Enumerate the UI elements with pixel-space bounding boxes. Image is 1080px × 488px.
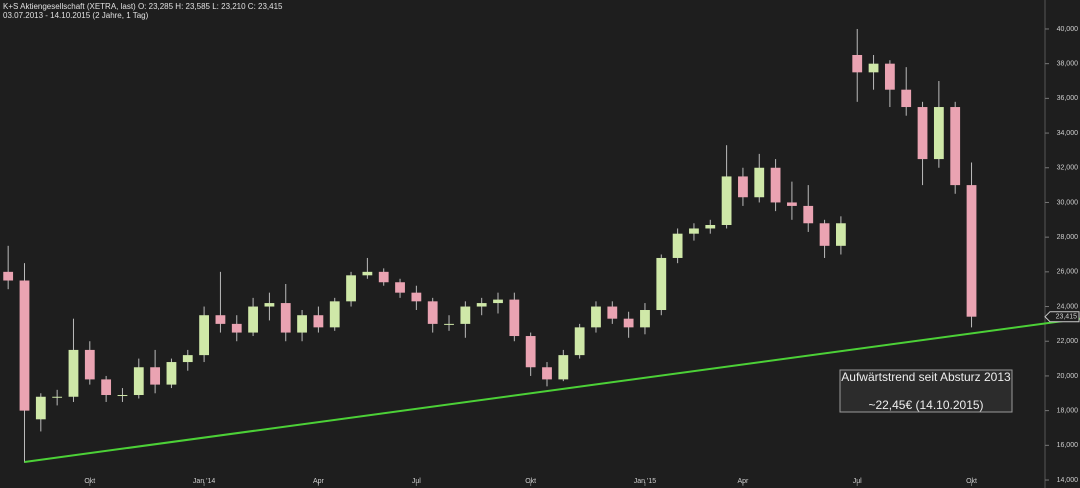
annotation: ~22,45€ (14.10.2015) — [868, 398, 983, 412]
candle-body — [150, 367, 161, 385]
candle-body — [199, 315, 209, 356]
candle-body — [248, 306, 258, 333]
candle-body — [52, 396, 63, 398]
candle-body — [395, 282, 405, 293]
candle-body — [509, 299, 520, 337]
chart-title: K+S Aktiengesellschaft (XETRA, last) O: … — [3, 2, 283, 11]
price-tag — [1044, 311, 1080, 323]
candle-body — [542, 367, 552, 380]
candle-body — [950, 107, 961, 186]
candle-body — [427, 301, 438, 324]
y-tick-label: 22,000 — [1057, 338, 1079, 345]
y-tick-label: 30,000 — [1057, 199, 1079, 206]
candle-body — [705, 225, 716, 229]
candle-body — [444, 323, 454, 325]
candle-body — [689, 228, 699, 234]
candle-body — [672, 233, 683, 258]
candle-body — [868, 63, 879, 73]
candle-body — [819, 223, 830, 246]
x-tick-label: Jul — [412, 478, 421, 485]
candle-body — [231, 323, 242, 333]
candle-body — [329, 301, 340, 328]
candle-body — [182, 355, 193, 363]
y-tick-label: 38,000 — [1057, 61, 1079, 68]
candle-body — [721, 176, 732, 226]
candle-body — [591, 306, 601, 328]
annotation: Aufwärtstrend seit Absturz 2013 — [841, 370, 1011, 384]
candle-body — [297, 315, 307, 333]
x-tick-label: Apr — [737, 478, 749, 485]
x-tick-label: Okt — [525, 478, 536, 485]
candle-body — [966, 185, 977, 317]
x-tick-label: Jul — [853, 478, 862, 485]
candle-body — [787, 202, 797, 206]
candle-body — [574, 327, 585, 356]
candle-body — [68, 349, 79, 397]
candle-body — [346, 275, 356, 302]
candle-body — [264, 303, 275, 307]
candle-body — [362, 271, 373, 276]
chart-subtitle: 03.07.2013 - 14.10.2015 (2 Jahre, 1 Tag) — [3, 11, 149, 20]
plot: 14,000 16,000 18,000 20,000 22,000 24,000 26,0… — [3, 26, 1080, 486]
candle-body — [117, 395, 128, 397]
candle-body — [84, 349, 95, 380]
candle-body — [770, 167, 781, 203]
candle-body — [3, 271, 14, 281]
x-tick-label: Jan '14 — [193, 478, 215, 485]
candle-body — [917, 107, 928, 160]
candle-body — [884, 63, 895, 90]
trend-line — [24, 317, 1080, 463]
candle-body — [411, 292, 422, 302]
y-tick-label: 26,000 — [1057, 269, 1079, 276]
y-tick-label: 32,000 — [1057, 165, 1079, 172]
y-tick-label: 16,000 — [1057, 442, 1079, 449]
candle-body — [607, 306, 618, 319]
candle-body — [313, 315, 324, 328]
candle-body — [19, 280, 30, 411]
x-tick-label: Apr — [313, 478, 325, 485]
candle-body — [656, 257, 667, 311]
y-tick-label: 18,000 — [1057, 407, 1079, 414]
candle-body — [901, 89, 912, 108]
candle-body — [525, 336, 536, 368]
y-tick-label: 34,000 — [1057, 130, 1079, 137]
y-tick-label: 24,000 — [1057, 303, 1079, 310]
candle-body — [623, 318, 634, 328]
candle-body — [754, 167, 765, 198]
candle-body — [35, 396, 46, 420]
candle-body — [476, 303, 487, 307]
candle-body — [738, 176, 748, 198]
candle-body — [558, 355, 569, 380]
candle-body — [280, 303, 291, 333]
y-tick-label: 40,000 — [1057, 26, 1079, 33]
y-tick-label: 28,000 — [1057, 234, 1079, 241]
candle-body — [836, 223, 846, 246]
candle-body — [378, 271, 389, 283]
candle-body — [101, 379, 112, 396]
candle-body — [640, 310, 650, 328]
y-tick-label: 20,000 — [1057, 373, 1079, 380]
y-tick-label: 14,000 — [1057, 477, 1079, 484]
price-tag-label: 23,415 — [1056, 314, 1078, 321]
candle-body — [852, 54, 863, 73]
annotation-box — [839, 369, 1013, 413]
candle-body — [133, 367, 144, 396]
x-tick-label: Okt — [966, 478, 977, 485]
candle-body — [493, 299, 503, 304]
candle-body — [803, 205, 814, 224]
candle-body — [460, 306, 471, 324]
candle-body — [215, 315, 226, 324]
y-tick-label: 36,000 — [1057, 95, 1079, 102]
x-tick-label: Jan '15 — [634, 478, 656, 485]
candle-body — [933, 107, 944, 160]
candle-body — [166, 362, 177, 385]
x-tick-label: Okt — [84, 478, 95, 485]
